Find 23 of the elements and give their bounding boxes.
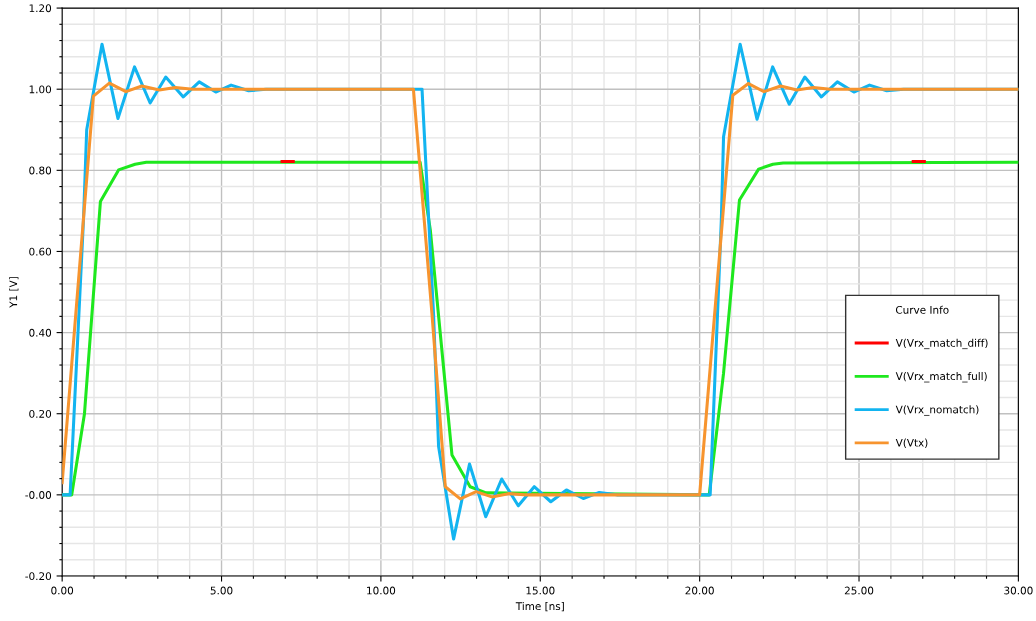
y-tick-label: -0.00 bbox=[25, 491, 52, 499]
y-axis-title: Y1 [V] bbox=[9, 277, 19, 308]
legend-label: V(Vrx_match_full) bbox=[895, 372, 987, 383]
x-tick-label: 10.00 bbox=[367, 586, 396, 595]
legend-label: V(Vrx_nomatch) bbox=[895, 405, 979, 416]
legend-label: V(Vtx) bbox=[895, 438, 928, 448]
legend-title: Curve Info bbox=[895, 305, 949, 314]
y-tick-label: 0.60 bbox=[29, 247, 52, 256]
x-tick-label: 25.00 bbox=[844, 586, 874, 595]
x-tick-label: 15.00 bbox=[526, 586, 555, 595]
line-series bbox=[62, 81, 1019, 501]
x-tick-label: 0.00 bbox=[51, 586, 74, 595]
x-tick-label: 5.00 bbox=[210, 586, 233, 595]
y-tick-label: 0.40 bbox=[29, 328, 52, 337]
y-tick-label: 1.00 bbox=[29, 85, 52, 94]
x-tick-label: 20.00 bbox=[685, 586, 714, 595]
legend-label: V(Vrx_match_diff) bbox=[895, 338, 988, 350]
x-tick-label: 30.00 bbox=[1004, 586, 1033, 595]
y-tick-label: -0.20 bbox=[25, 572, 52, 581]
y-tick-label: 0.20 bbox=[29, 409, 52, 418]
x-axis-title: Time [ns] bbox=[515, 602, 564, 612]
y-tick-label: 1.20 bbox=[29, 4, 52, 13]
y-tick-label: 0.80 bbox=[29, 166, 52, 175]
